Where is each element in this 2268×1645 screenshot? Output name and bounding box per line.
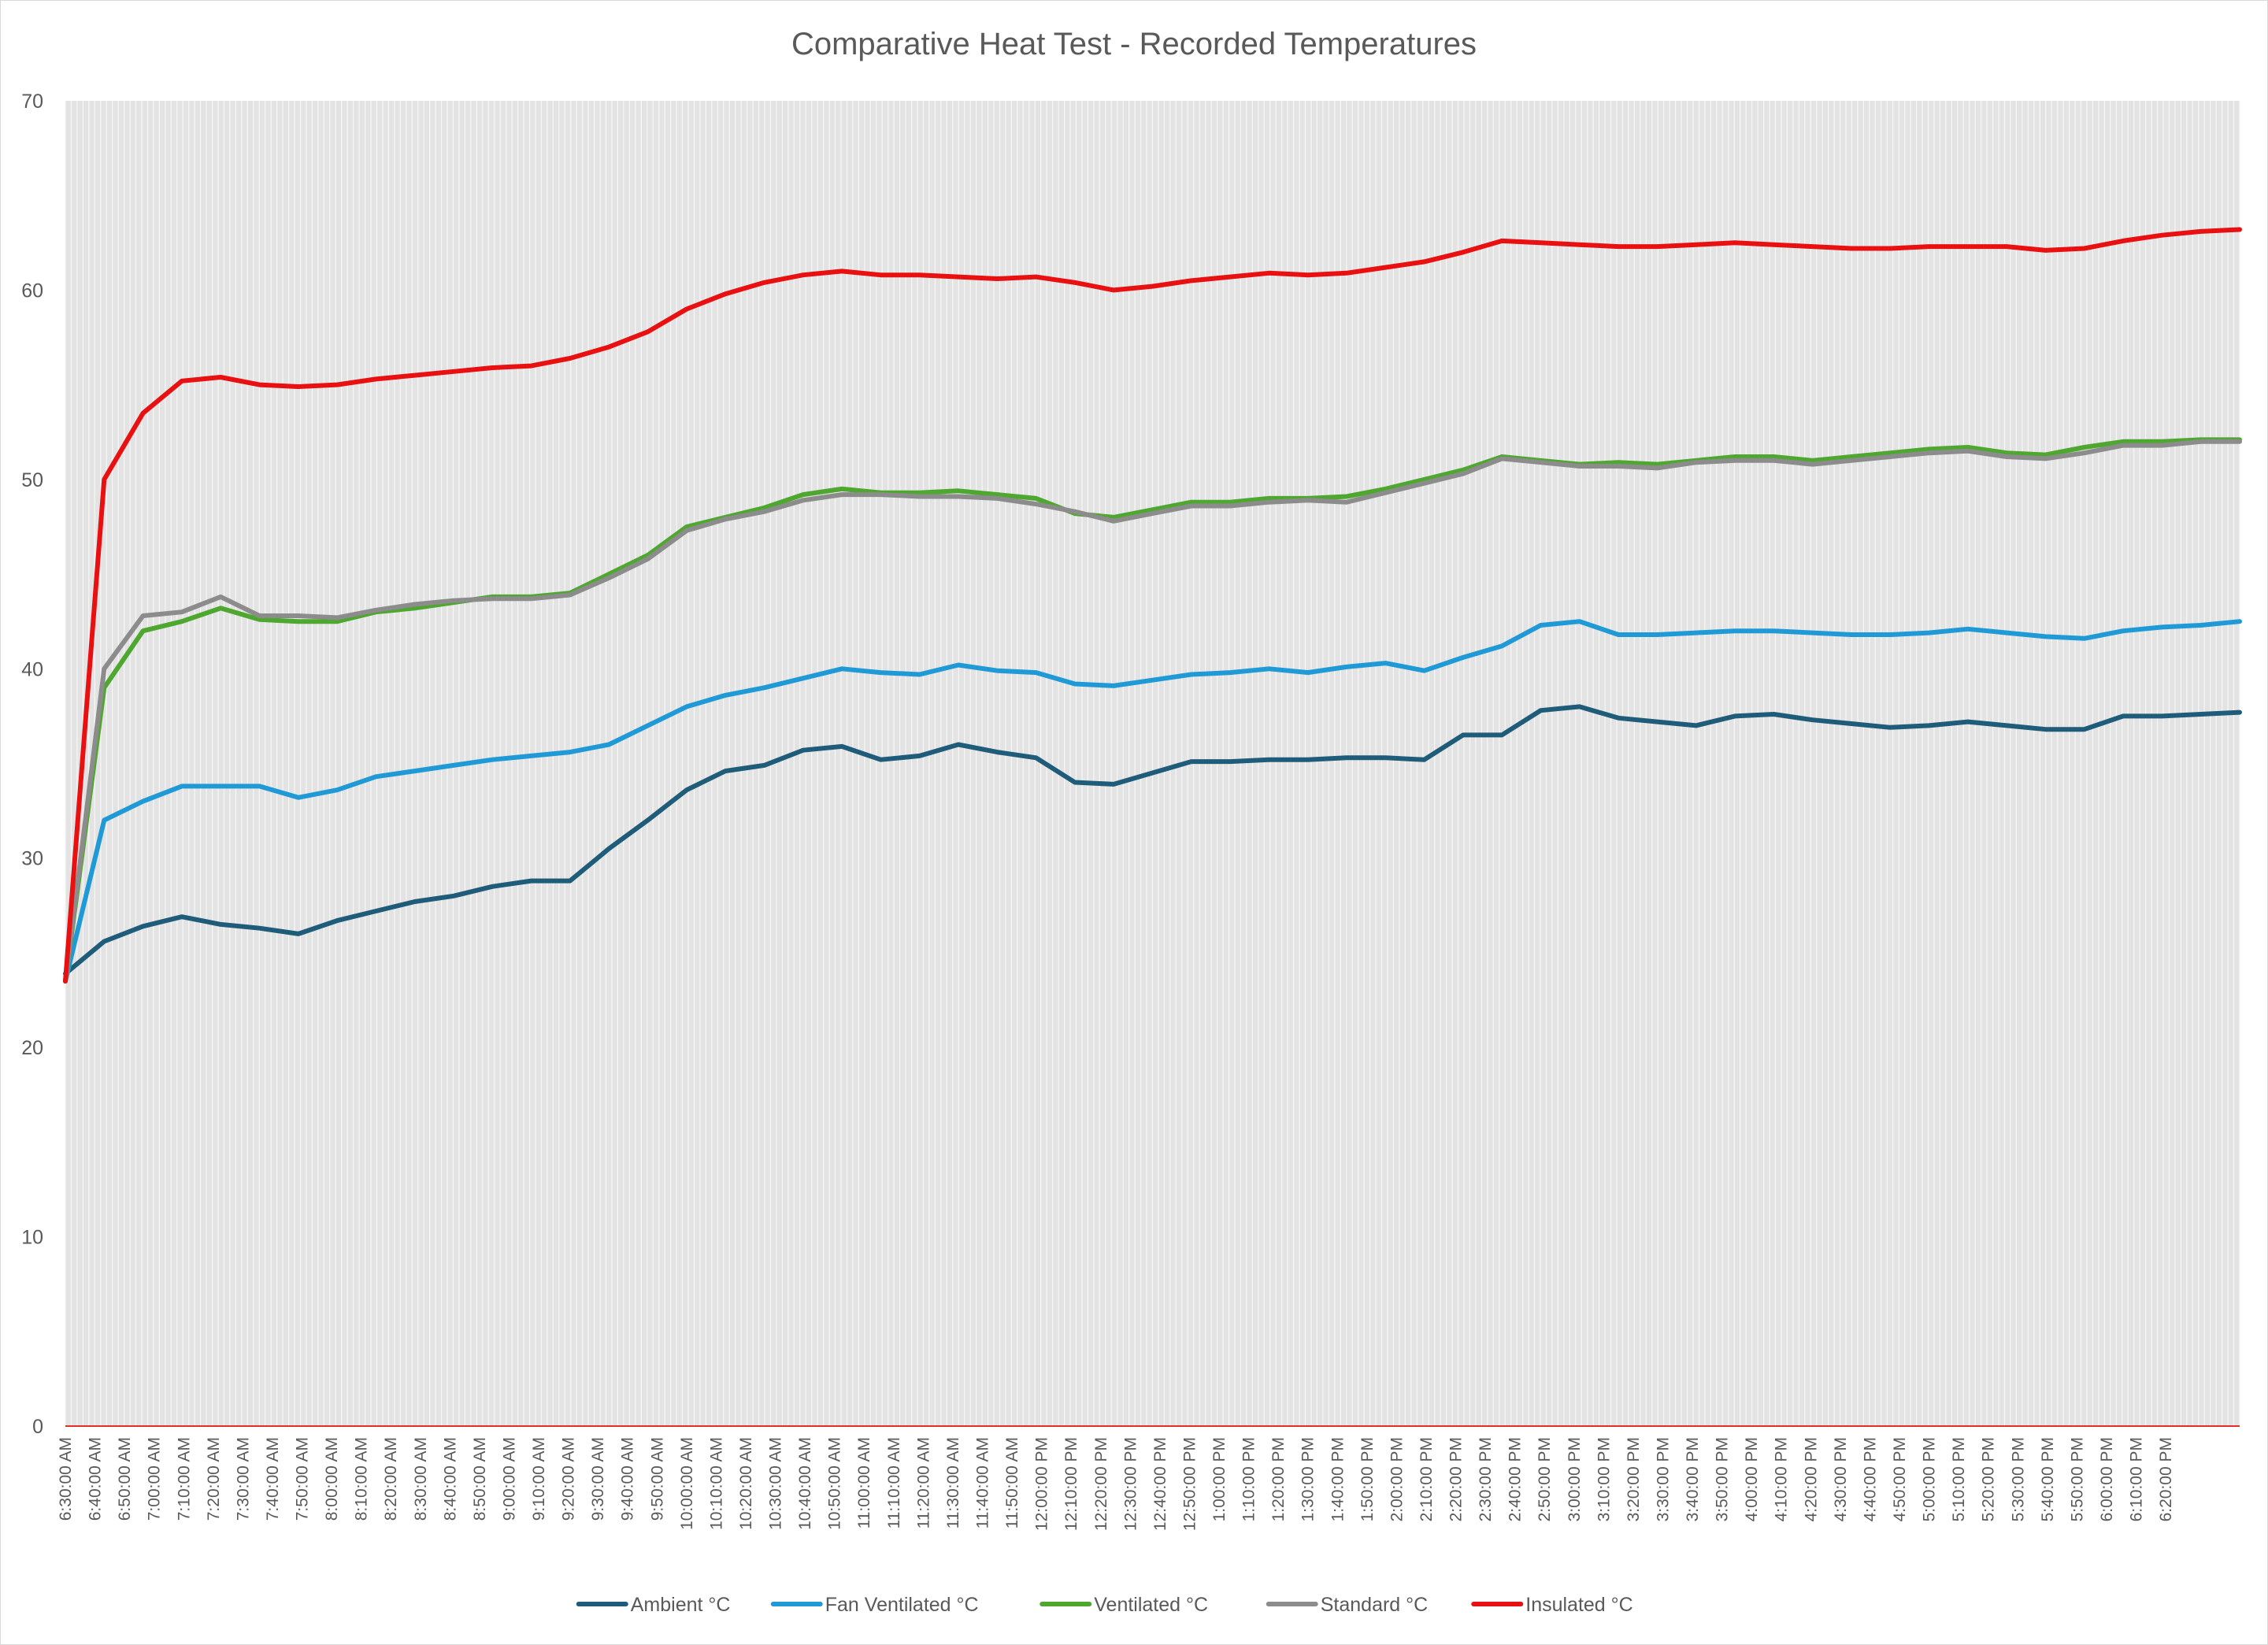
x-tick-label: 4:00:00 PM [1743, 1437, 1761, 1521]
y-tick-label: 40 [21, 658, 43, 680]
legend-label-ambient-c: Ambient °C [631, 1594, 731, 1616]
x-tick-label: 11:20:00 AM [914, 1437, 932, 1528]
x-tick-label: 8:10:00 AM [353, 1437, 371, 1521]
x-tick-label: 10:20:00 AM [737, 1437, 755, 1530]
x-tick-label: 5:30:00 PM [2009, 1437, 2027, 1521]
series-line-ambient-c [63, 704, 2242, 976]
x-tick-label: 2:00:00 PM [1388, 1437, 1406, 1521]
x-tick-label: 5:50:00 PM [2068, 1437, 2086, 1521]
x-tick-label: 5:40:00 PM [2039, 1437, 2057, 1521]
x-tick-label: 4:20:00 PM [1802, 1437, 1820, 1521]
x-tick-label: 6:20:00 PM [2157, 1437, 2175, 1521]
series-line-ventilated-c [63, 437, 2242, 984]
x-tick-label: 6:50:00 AM [116, 1437, 134, 1521]
y-tick-label: 60 [21, 280, 43, 302]
x-tick-label: 8:40:00 AM [441, 1437, 459, 1521]
x-tick-label: 6:30:00 AM [57, 1437, 75, 1521]
vertical-gridlines [65, 101, 2240, 1426]
x-tick-label: 9:30:00 AM [589, 1437, 607, 1521]
series-line-insulated-c [63, 227, 2242, 984]
x-tick-label: 10:10:00 AM [707, 1437, 725, 1530]
y-tick-label: 30 [21, 848, 43, 870]
x-tick-label: 2:10:00 PM [1418, 1437, 1436, 1521]
x-tick-label: 7:10:00 AM [175, 1437, 193, 1521]
x-tick-label: 8:00:00 AM [323, 1437, 341, 1521]
x-tick-label: 1:30:00 PM [1299, 1437, 1317, 1521]
x-tick-label: 12:50:00 PM [1181, 1437, 1199, 1531]
x-tick-label: 3:20:00 PM [1625, 1437, 1643, 1521]
x-tick-label: 4:40:00 PM [1861, 1437, 1879, 1521]
legend-label-fan-ventilated-c: Fan Ventilated °C [825, 1594, 979, 1616]
x-tick-label: 6:40:00 AM [87, 1437, 105, 1521]
x-tick-label: 9:50:00 AM [648, 1437, 666, 1521]
x-tick-label: 8:30:00 AM [412, 1437, 430, 1521]
x-tick-label: 2:40:00 PM [1506, 1437, 1525, 1521]
x-axis-ticks: 6:30:00 AM 6:40:00 AM 6:50:00 AM 7:00:00 AM… [57, 1437, 2175, 1531]
x-tick-label: 3:30:00 PM [1655, 1437, 1673, 1521]
x-tick-label: 9:40:00 AM [619, 1437, 637, 1521]
x-tick-label: 11:10:00 AM [885, 1437, 903, 1528]
x-tick-label: 7:30:00 AM [234, 1437, 252, 1521]
x-tick-label: 5:20:00 PM [1980, 1437, 1998, 1521]
x-tick-label: 11:30:00 AM [944, 1437, 962, 1528]
legend-label-standard-c: Standard °C [1321, 1594, 1428, 1616]
x-tick-label: 12:00:00 PM [1033, 1437, 1051, 1531]
x-tick-label: 3:50:00 PM [1714, 1437, 1732, 1521]
legend-label-insulated-c: Insulated °C [1525, 1594, 1632, 1616]
x-tick-label: 7:50:00 AM [294, 1437, 312, 1521]
legend: Ambient °C Fan Ventilated °C Ventilated °C… [576, 1594, 1633, 1616]
x-tick-label: 4:50:00 PM [1891, 1437, 1909, 1521]
x-tick-label: 12:10:00 PM [1062, 1437, 1080, 1531]
x-tick-label: 12:40:00 PM [1151, 1437, 1169, 1531]
x-tick-label: 2:30:00 PM [1477, 1437, 1495, 1521]
x-tick-label: 1:50:00 PM [1358, 1437, 1377, 1521]
gridline [65, 101, 2240, 1426]
x-tick-label: 7:00:00 AM [146, 1437, 164, 1521]
x-tick-label: 11:40:00 AM [974, 1437, 992, 1528]
x-tick-label: 2:50:00 PM [1536, 1437, 1554, 1521]
y-axis-ticks: 0 10 20 30 40 50 60 70 [21, 91, 2240, 1438]
x-tick-label: 12:20:00 PM [1092, 1437, 1110, 1531]
x-tick-label: 5:00:00 PM [1921, 1437, 1939, 1521]
x-tick-label: 11:00:00 AM [855, 1437, 873, 1528]
x-tick-label: 11:50:00 AM [1003, 1437, 1021, 1528]
x-tick-label: 10:00:00 AM [678, 1437, 696, 1530]
x-tick-label: 5:10:00 PM [1950, 1437, 1968, 1521]
x-tick-label: 7:20:00 AM [205, 1437, 223, 1521]
x-tick-label: 10:50:00 AM [826, 1437, 844, 1530]
y-tick-label: 20 [21, 1037, 43, 1059]
x-tick-label: 9:10:00 AM [530, 1437, 548, 1521]
series-line-fan-ventilated-c [63, 619, 2242, 984]
y-tick-label: 0 [32, 1416, 43, 1438]
x-tick-label: 3:00:00 PM [1566, 1437, 1584, 1521]
x-tick-label: 9:20:00 AM [560, 1437, 578, 1521]
x-tick-label: 8:20:00 AM [382, 1437, 400, 1521]
x-tick-label: 7:40:00 AM [264, 1437, 282, 1521]
x-tick-label: 6:10:00 PM [2128, 1437, 2146, 1521]
x-tick-label: 1:00:00 PM [1210, 1437, 1228, 1521]
y-tick-label: 70 [21, 91, 43, 113]
chart-title: Comparative Heat Test - Recorded Tempera… [791, 27, 1477, 61]
legend-label-ventilated-c: Ventilated °C [1094, 1594, 1208, 1616]
x-tick-label: 1:20:00 PM [1269, 1437, 1288, 1521]
x-tick-label: 9:00:00 AM [501, 1437, 519, 1521]
x-tick-label: 6:00:00 PM [2098, 1437, 2116, 1521]
series-line-standard-c [63, 439, 2242, 984]
x-tick-label: 2:20:00 PM [1447, 1437, 1466, 1521]
x-tick-label: 1:40:00 PM [1329, 1437, 1347, 1521]
y-tick-label: 10 [21, 1227, 43, 1249]
x-tick-label: 3:10:00 PM [1595, 1437, 1613, 1521]
x-tick-label: 4:10:00 PM [1773, 1437, 1791, 1521]
y-tick-label: 50 [21, 469, 43, 491]
x-tick-label: 10:30:00 AM [767, 1437, 785, 1530]
x-tick-label: 4:30:00 PM [1832, 1437, 1850, 1521]
x-tick-label: 10:40:00 AM [796, 1437, 814, 1530]
x-tick-label: 8:50:00 AM [471, 1437, 489, 1521]
x-tick-label: 12:30:00 PM [1121, 1437, 1140, 1531]
x-tick-label: 1:10:00 PM [1240, 1437, 1258, 1521]
series-lines [63, 227, 2242, 984]
x-tick-label: 3:40:00 PM [1684, 1437, 1702, 1521]
